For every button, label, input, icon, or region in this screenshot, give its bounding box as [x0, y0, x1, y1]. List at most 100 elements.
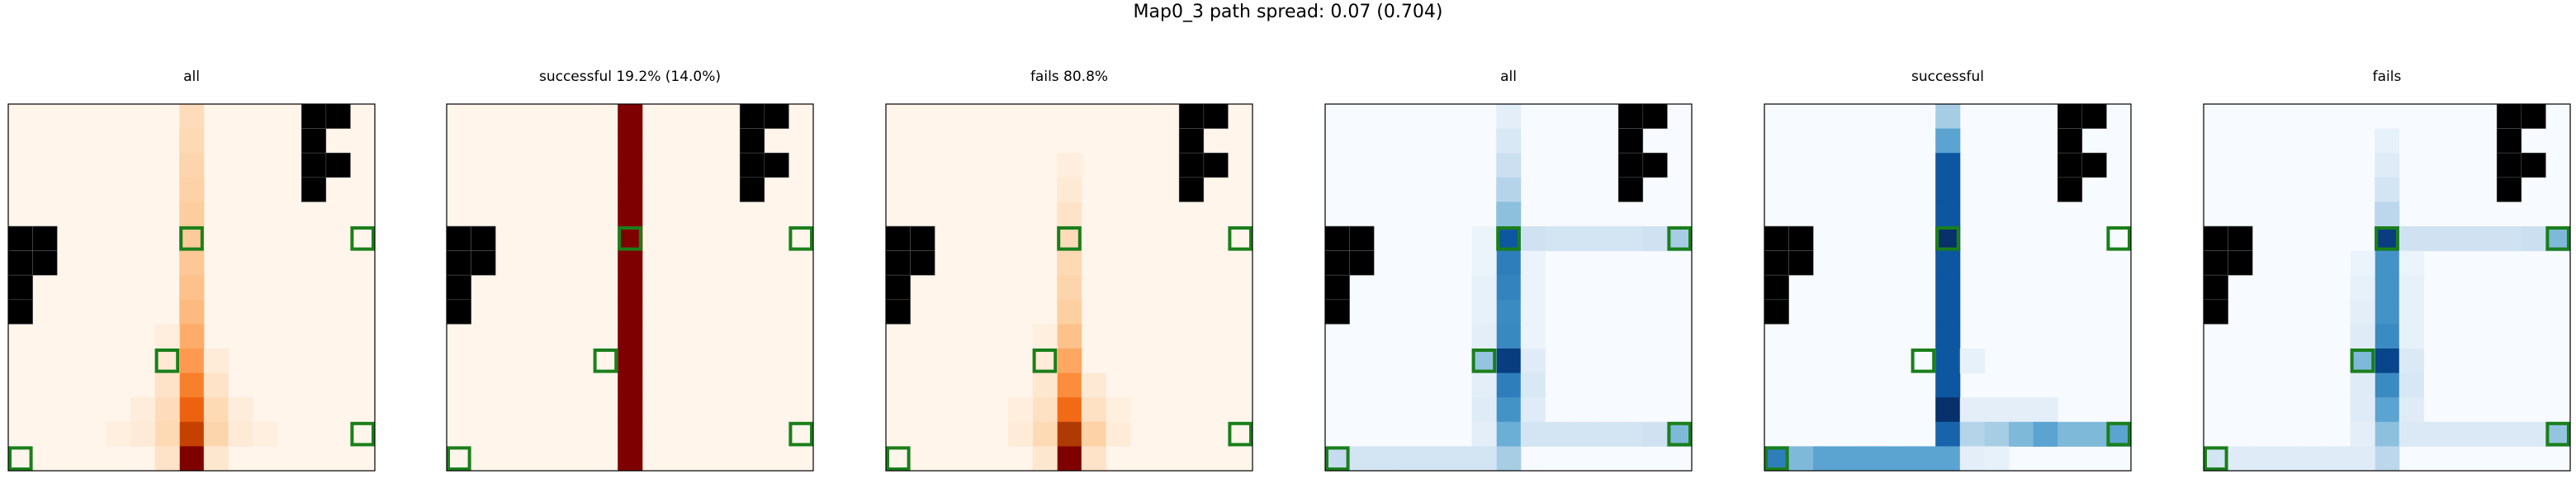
wall-cell	[2057, 177, 2083, 202]
heatmap-cell	[2204, 446, 2229, 472]
heatmap-cell	[1935, 104, 1961, 130]
heatmap-cell	[618, 275, 643, 301]
wall-cell	[32, 250, 58, 276]
wall-cell	[1617, 152, 1644, 178]
panel-frame	[885, 103, 1253, 472]
wall-cell	[885, 225, 911, 251]
wall-cell	[1349, 250, 1375, 276]
heatmap-cell	[618, 250, 643, 276]
panel-frame	[1324, 103, 1693, 472]
wall-cell	[1788, 225, 1814, 251]
wall-cell	[2521, 103, 2546, 129]
heatmap-cell	[1935, 397, 1961, 423]
heatmap-cell	[2081, 421, 2107, 447]
heatmap-cell	[2398, 275, 2424, 301]
wall-cell	[739, 152, 765, 178]
heatmap-cell	[1520, 349, 1546, 374]
marker-square	[2106, 421, 2131, 447]
heatmap-cell	[1471, 299, 1497, 325]
wall-cell	[885, 250, 911, 276]
heatmap-cell	[2521, 421, 2546, 447]
wall-cell	[1764, 250, 1789, 276]
marker-square	[2204, 446, 2228, 472]
wall-cell	[301, 152, 327, 178]
heatmap-cell	[1520, 372, 1546, 398]
heatmap-cell	[1618, 226, 1644, 252]
heatmap-cell	[1496, 128, 1522, 154]
heatmap-cell	[1764, 446, 1790, 472]
wall-cell	[2496, 177, 2522, 202]
heatmap-cell	[2375, 446, 2400, 472]
marker-square	[350, 226, 375, 251]
wall-cell	[1324, 299, 1350, 325]
heatmap-cell	[1813, 446, 1839, 472]
figure-title: Map0_3 path spread: 0.07 (0.704)	[1133, 2, 1443, 22]
heatmap-cell	[154, 324, 180, 349]
heatmap-cell	[1496, 177, 1522, 202]
wall-cell	[739, 128, 765, 154]
heatmap-cell	[1106, 397, 1131, 423]
heatmap-cell	[2375, 275, 2400, 301]
heatmap-panel-2: successful 19.2% (14.0%)	[446, 69, 814, 472]
heatmap-cell	[203, 349, 229, 374]
heatmap-cell	[179, 324, 205, 349]
heatmap-cell	[1935, 349, 1961, 374]
heatmap-cell	[1520, 421, 1546, 447]
heatmap-cell	[2350, 275, 2375, 301]
marker-square	[154, 349, 180, 373]
heatmap-cell	[1959, 446, 1985, 472]
heatmap-cell	[618, 299, 643, 325]
heatmap-cell	[2350, 250, 2375, 276]
heatmap-cell	[1471, 275, 1497, 301]
heatmap-cell	[1496, 324, 1522, 349]
wall-cell	[2203, 250, 2228, 276]
heatmap-cell	[2350, 397, 2375, 423]
heatmap-cell	[1081, 397, 1106, 423]
heatmap-cell	[2252, 446, 2278, 472]
heatmap-cell	[2545, 421, 2571, 447]
marker-square	[447, 446, 471, 472]
wall-cell	[2081, 152, 2107, 178]
heatmap-cell	[1057, 446, 1082, 472]
wall-cell	[446, 299, 471, 325]
heatmap-cell	[1667, 226, 1693, 252]
heatmap-cell	[2398, 397, 2424, 423]
wall-cell	[1617, 103, 1644, 129]
heatmap-cell	[1520, 226, 1546, 252]
marker-square	[1667, 421, 1693, 447]
heatmap-cell	[179, 250, 205, 276]
heatmap-cell	[618, 421, 643, 447]
heatmap-cell	[2375, 421, 2400, 447]
heatmap-cell	[1032, 421, 1058, 447]
heatmap-cell	[2350, 372, 2375, 398]
wall-cell	[764, 152, 789, 178]
heatmap-cell	[203, 372, 229, 398]
heatmap-cell	[179, 446, 205, 472]
heatmap-cell	[2033, 421, 2058, 447]
heatmap-cell	[1935, 226, 1961, 252]
marker-square	[1228, 421, 1253, 447]
heatmap-cell	[1593, 421, 1619, 447]
marker-square	[788, 226, 814, 251]
heatmap-cell	[1935, 250, 1961, 276]
heatmap-cell	[1106, 421, 1131, 447]
panel-title: successful	[1911, 69, 1984, 85]
heatmap-cell	[1496, 349, 1522, 374]
heatmap-cell	[2423, 421, 2449, 447]
wall-cell	[1764, 274, 1789, 301]
heatmap-cell	[179, 202, 205, 227]
wall-cell	[1203, 103, 1229, 129]
heatmap-cell	[1935, 324, 1961, 349]
heatmap-cell	[1959, 421, 1985, 447]
heatmap-cell	[1862, 446, 1887, 472]
wall-cell	[1349, 225, 1375, 251]
heatmap-cell	[1935, 128, 1961, 154]
wall-cell	[2057, 103, 2083, 129]
heatmap-cell	[2398, 324, 2424, 349]
heatmap-cell	[618, 153, 643, 178]
heatmap-cell	[179, 275, 205, 301]
heatmap-cell	[2350, 421, 2375, 447]
heatmap-cell	[179, 104, 205, 130]
heatmap-cell	[618, 397, 643, 423]
heatmap-cell	[1081, 446, 1106, 472]
